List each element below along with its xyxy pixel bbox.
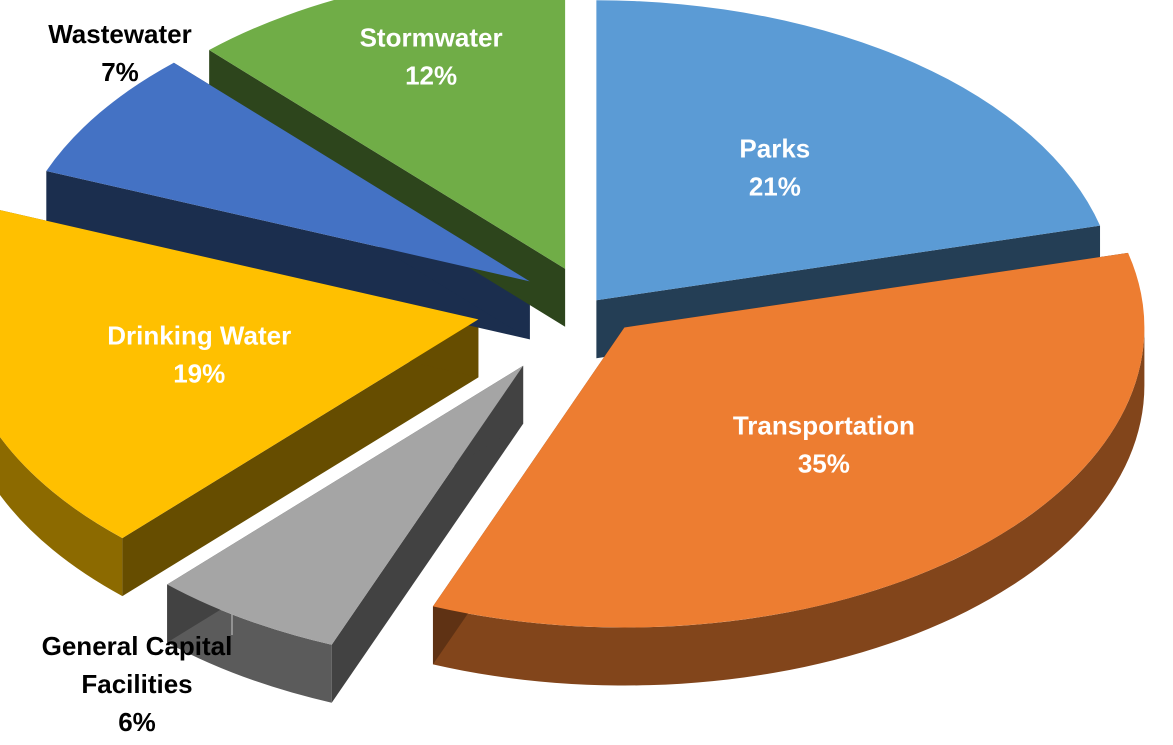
data-label-stormwater-line-1: 12% <box>405 61 457 91</box>
slice-stormwater <box>209 0 566 269</box>
data-label-transportation: Transportation 35% <box>733 411 915 479</box>
slice-drinking-water <box>0 210 479 539</box>
data-label-general-capital-facilities-line-0: General Capital <box>42 631 233 661</box>
slice-wall-drinking-water-0 <box>122 319 479 597</box>
data-label-drinking-water-line-0: Drinking Water <box>107 321 291 351</box>
data-label-drinking-water-line-1: 19% <box>173 359 225 389</box>
data-label-general-capital-facilities-line-1: Facilities <box>81 669 192 699</box>
data-label-wastewater-line-1: 7% <box>101 57 139 87</box>
slice-rim-transportation <box>432 327 1145 686</box>
data-label-transportation-line-0: Transportation <box>733 411 915 441</box>
slice-general-capital-facilities <box>167 365 524 645</box>
data-label-general-capital-facilities: General Capital Facilities 6% <box>42 631 233 737</box>
label-group: Parks 21% Transportation 35% General Capital… <box>42 19 915 737</box>
slice-wall-wastewater-0 <box>46 170 530 340</box>
pie-top-group <box>0 0 1145 645</box>
data-label-transportation-line-1: 35% <box>798 449 850 479</box>
data-label-stormwater: Stormwater 12% <box>360 23 503 91</box>
slice-rim-drinking-water <box>0 436 123 597</box>
slice-transportation <box>432 252 1145 628</box>
slice-wastewater <box>46 62 530 282</box>
data-label-wastewater-line-0: Wastewater <box>48 19 192 49</box>
data-label-parks-line-1: 21% <box>749 172 801 202</box>
data-label-parks-line-0: Parks <box>739 134 810 164</box>
data-label-drinking-water: Drinking Water 19% <box>107 321 291 389</box>
slice-parks <box>596 0 1101 301</box>
data-label-wastewater: Wastewater 7% <box>48 19 192 87</box>
data-label-stormwater-line-0: Stormwater <box>360 23 503 53</box>
data-label-parks: Parks 21% <box>739 134 810 202</box>
data-label-general-capital-facilities-line-2: 6% <box>118 707 156 737</box>
